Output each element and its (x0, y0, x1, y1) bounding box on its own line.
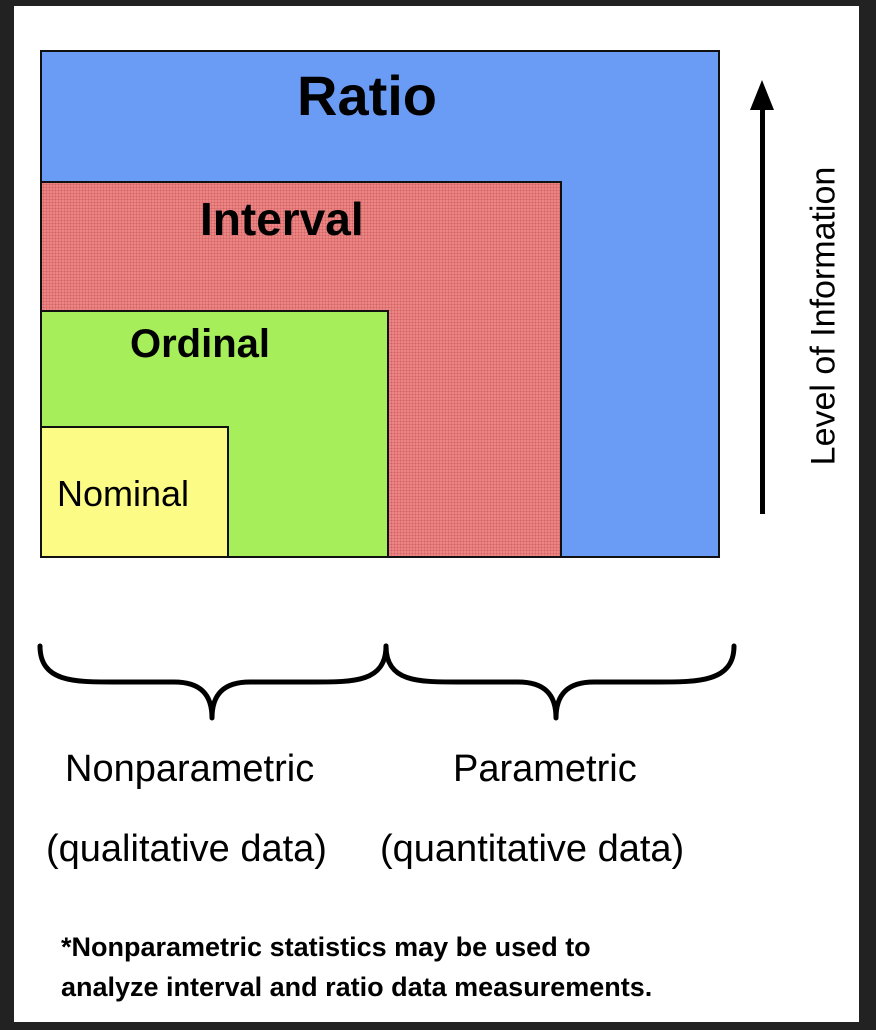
parametric-brace (383, 643, 737, 721)
nonparametric-subtitle: (qualitative data) (46, 828, 327, 870)
nominal-box (40, 426, 229, 558)
diagram-canvas: Ratio Interval Ordinal Nominal Level of … (14, 6, 859, 1022)
group-braces (37, 643, 737, 721)
level-arrow-shaft (760, 106, 765, 514)
ordinal-label: Ordinal (130, 322, 271, 366)
footnote-line-1: *Nonparametric statistics may be used to (61, 932, 591, 962)
parametric-title: Parametric (453, 748, 637, 790)
ratio-label: Ratio (297, 64, 437, 127)
interval-label: Interval (200, 193, 364, 245)
footnote-line-2: analyze interval and ratio data measurem… (61, 972, 653, 1002)
nominal-label: Nominal (57, 473, 190, 514)
nonparametric-title: Nonparametric (65, 748, 315, 790)
up-arrow-icon (750, 80, 774, 110)
nonparametric-brace (37, 643, 389, 721)
parametric-subtitle: (quantitative data) (380, 828, 685, 870)
